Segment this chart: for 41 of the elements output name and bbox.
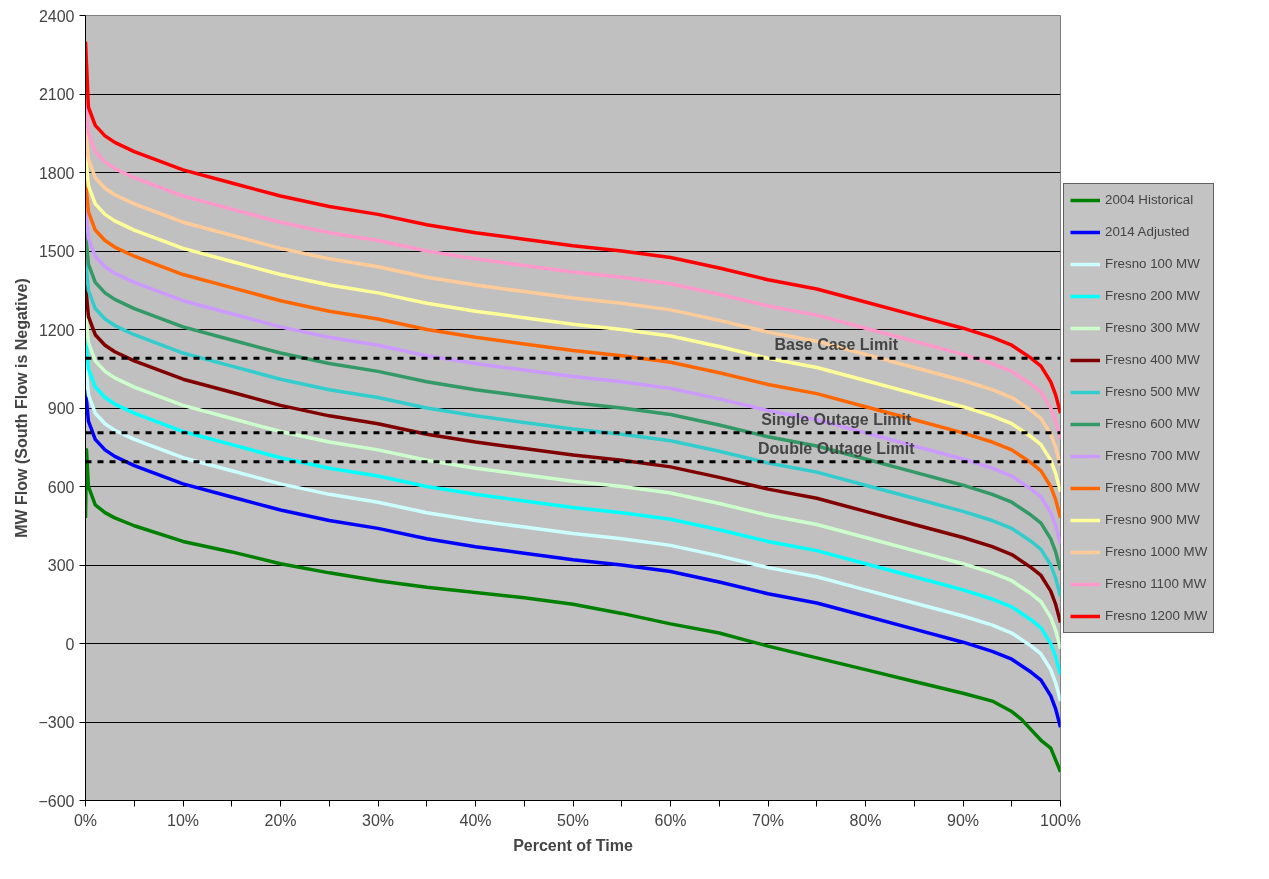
- legend-label: Fresno 1200 MW: [1105, 608, 1208, 623]
- x-tick-label: 50%: [556, 811, 590, 829]
- x-tick-label: 90%: [946, 811, 980, 829]
- x-tick-label: 80%: [849, 811, 882, 829]
- x-tick-label: 100%: [1040, 811, 1081, 829]
- x-tick-label: 70%: [751, 811, 785, 829]
- y-tick-label: −600: [38, 792, 75, 810]
- legend-label: Fresno 1100 MW: [1105, 576, 1207, 591]
- legend-label: Fresno 500 MW: [1105, 384, 1200, 399]
- legend-label: Fresno 800 MW: [1105, 480, 1200, 495]
- legend-label: Fresno 200 MW: [1105, 288, 1200, 303]
- x-tick-label: 40%: [459, 811, 492, 829]
- y-tick-label: 1500: [38, 243, 75, 260]
- y-tick-label: 2400: [38, 7, 75, 25]
- legend-label: 2014 Adjusted: [1105, 224, 1190, 239]
- y-tick-label: 1200: [38, 321, 75, 339]
- legend-label: Fresno 400 MW: [1105, 352, 1200, 367]
- x-tick-label: 30%: [361, 811, 395, 829]
- x-tick-label: 60%: [654, 811, 687, 829]
- y-tick-label: 0: [65, 635, 75, 653]
- x-tick-label: 20%: [264, 811, 297, 829]
- legend-label: Fresno 900 MW: [1105, 512, 1200, 527]
- x-axis-title: Percent of Time: [513, 836, 633, 854]
- y-tick-label: 600: [47, 478, 75, 496]
- x-tick-label: 10%: [166, 811, 200, 829]
- legend-label: Fresno 300 MW: [1105, 320, 1200, 335]
- y-axis-title: MW Flow (South Flow is Negative): [13, 278, 31, 538]
- y-tick-label: −300: [38, 714, 75, 731]
- y-tick-label: 2100: [38, 86, 75, 103]
- y-tick-label: 900: [47, 400, 75, 417]
- x-tick-label: 0%: [73, 811, 98, 829]
- legend-label: 2004 Historical: [1105, 192, 1194, 207]
- y-tick-label: 300: [47, 557, 75, 574]
- ref-line-label: Base Case Limit: [774, 336, 899, 354]
- legend-label: Fresno 700 MW: [1105, 448, 1200, 463]
- legend-label: Fresno 100 MW: [1105, 256, 1200, 271]
- legend-label: Fresno 1000 MW: [1105, 544, 1208, 559]
- y-tick-label: 1800: [38, 164, 75, 182]
- legend-label: Fresno 600 MW: [1105, 416, 1200, 431]
- ref-line-label: Single Outage Limit: [761, 410, 913, 428]
- line-series: [85, 39, 1061, 415]
